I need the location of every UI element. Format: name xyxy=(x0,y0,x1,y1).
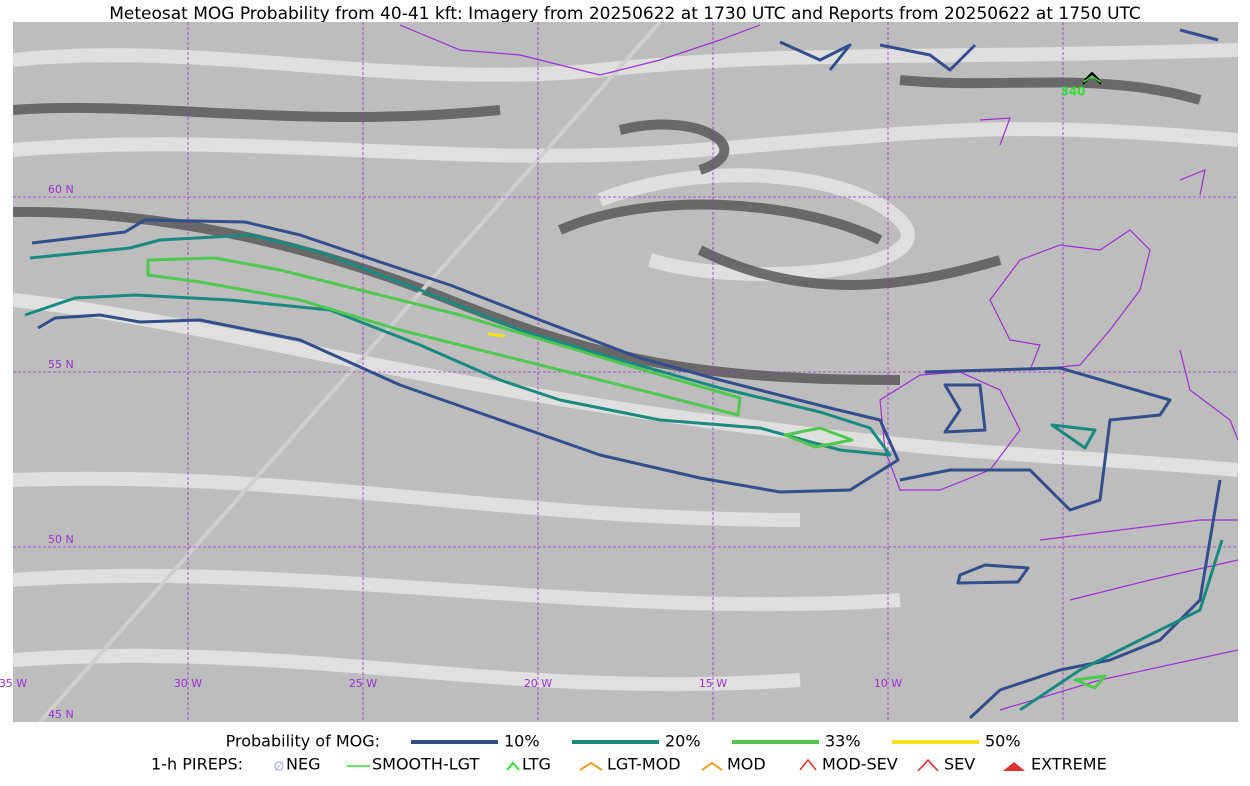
longitude-label: 20 W xyxy=(524,677,552,690)
longitude-label: 30 W xyxy=(174,677,202,690)
legend-item: LTG xyxy=(522,755,551,774)
latitude-label: 55 N xyxy=(48,358,74,371)
legend-item: NEG xyxy=(286,755,320,774)
latitude-label: 60 N xyxy=(48,183,74,196)
legend-item: LGT-MOD xyxy=(607,755,681,774)
longitude-label: 25 W xyxy=(349,677,377,690)
satellite-imagery xyxy=(13,22,1238,722)
legend-item: MOD-SEV xyxy=(822,755,898,774)
legend-item: 50% xyxy=(985,732,1021,751)
title: Meteosat MOG Probability from 40-41 kft:… xyxy=(109,4,1141,24)
latitude-label: 45 N xyxy=(48,708,74,721)
legend-item: 33% xyxy=(825,732,861,751)
latitude-label: 50 N xyxy=(48,533,74,546)
legend-item: EXTREME xyxy=(1031,755,1107,774)
longitude-label: 35 W xyxy=(0,677,27,690)
longitude-label: 15 W xyxy=(699,677,727,690)
legend-title: Probability of MOG: xyxy=(226,732,380,751)
graticule xyxy=(13,22,1238,722)
longitude-label: 10 W xyxy=(874,677,902,690)
pirep-legend: 1-h PIREPS: NEG SMOOTH-LGT LTG LGT-MOD M… xyxy=(151,755,1107,774)
legend-item: SEV xyxy=(944,755,975,774)
legend-title: 1-h PIREPS: xyxy=(151,755,243,774)
legend-item: 10% xyxy=(504,732,540,751)
legend-item: SMOOTH-LGT xyxy=(372,755,479,774)
pirep-altitude: 340 xyxy=(1060,85,1085,99)
probability-legend: Probability of MOG: 10% 20% 33% 50% xyxy=(226,732,1021,751)
probability-contours xyxy=(24,28,1224,720)
legend-item: MOD xyxy=(727,755,766,774)
legend-item: 20% xyxy=(665,732,701,751)
